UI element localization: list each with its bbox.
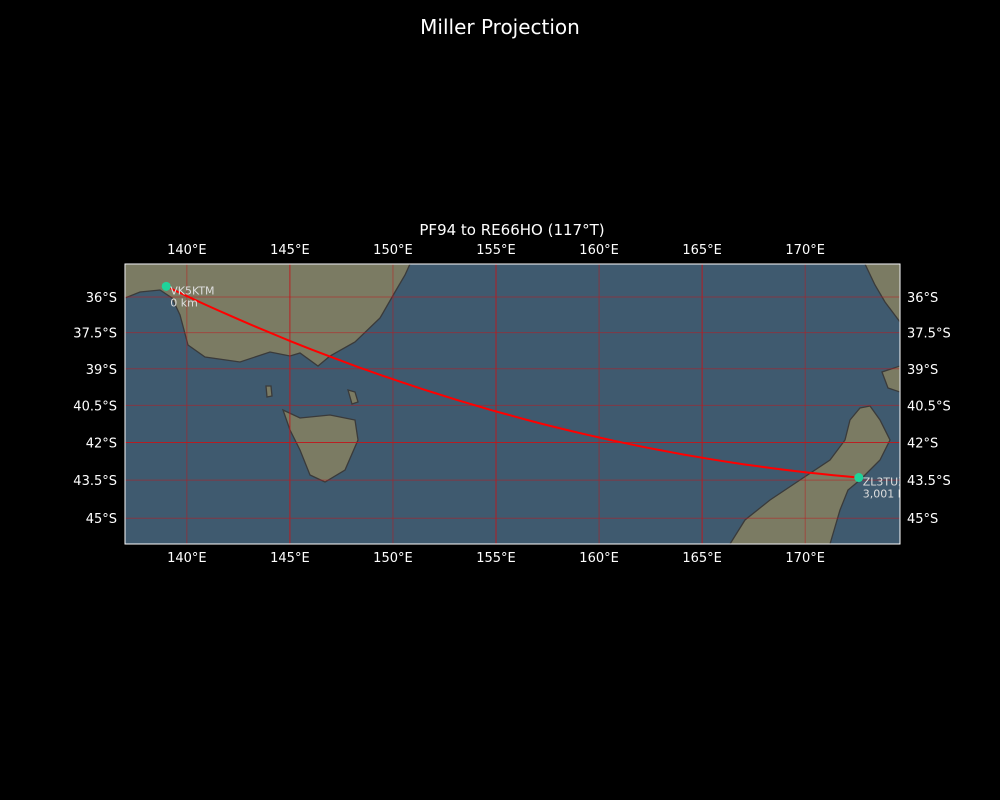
lat-label-right: 37.5°S xyxy=(907,327,951,342)
flinders-island xyxy=(347,389,359,405)
map-title: PF94 to RE66HO (117°T) xyxy=(419,221,604,239)
lat-label-left: 43.5°S xyxy=(73,474,117,489)
lat-label-left: 37.5°S xyxy=(73,327,117,342)
lon-label-bottom: 140°E xyxy=(167,551,207,566)
nz-north-island xyxy=(864,264,900,324)
nz-north-island-south-tip xyxy=(881,365,900,393)
lat-label-right: 45°S xyxy=(907,512,938,527)
lon-label-top: 160°E xyxy=(579,243,619,258)
lat-label-left: 40.5°S xyxy=(73,399,117,414)
lon-label-bottom: 145°E xyxy=(270,551,310,566)
lat-label-right: 40.5°S xyxy=(907,399,951,414)
lon-label-top: 170°E xyxy=(785,243,825,258)
lon-label-top: 165°E xyxy=(682,243,722,258)
station-callsign: ZL3TUX xyxy=(863,476,906,489)
station-distance: 0 km xyxy=(170,296,198,309)
lat-label-left: 45°S xyxy=(86,512,117,527)
lat-label-left: 36°S xyxy=(86,291,117,306)
lon-label-top: 155°E xyxy=(476,243,516,258)
lat-label-right: 43.5°S xyxy=(907,474,951,489)
map-frame xyxy=(124,263,901,545)
station-marker xyxy=(854,473,864,483)
lon-label-bottom: 165°E xyxy=(682,551,722,566)
lat-label-right: 42°S xyxy=(907,436,938,451)
great-circle-path xyxy=(165,285,859,479)
figure-title: Miller Projection xyxy=(420,15,580,39)
lon-label-bottom: 155°E xyxy=(476,551,516,566)
lon-label-top: 150°E xyxy=(373,243,413,258)
station-distance: 3,001 km xyxy=(863,488,915,501)
nz-south-island xyxy=(729,405,891,544)
lon-label-top: 145°E xyxy=(270,243,310,258)
lon-label-bottom: 160°E xyxy=(579,551,619,566)
station-marker xyxy=(161,281,171,291)
king-island xyxy=(265,385,273,398)
lat-label-right: 36°S xyxy=(907,291,938,306)
station-callsign: VK5KTM xyxy=(170,284,214,297)
lat-label-left: 39°S xyxy=(86,363,117,378)
lon-label-bottom: 170°E xyxy=(785,551,825,566)
lat-label-left: 42°S xyxy=(86,436,117,451)
lon-label-top: 140°E xyxy=(167,243,207,258)
tasmania xyxy=(281,408,359,483)
lon-label-bottom: 150°E xyxy=(373,551,413,566)
lat-label-right: 39°S xyxy=(907,363,938,378)
